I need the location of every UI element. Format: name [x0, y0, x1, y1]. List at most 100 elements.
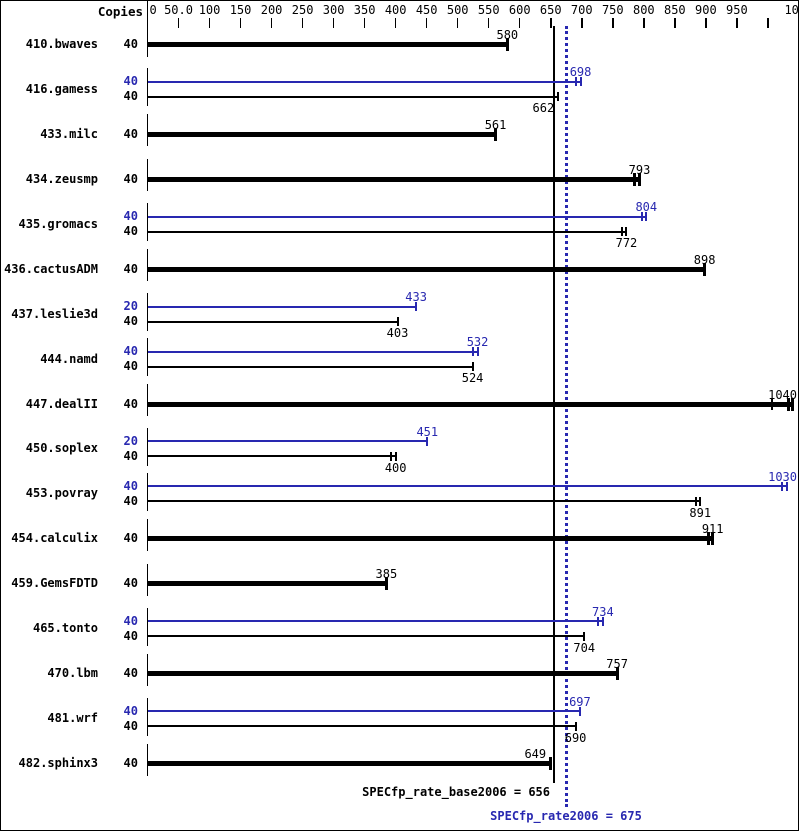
bar-end-cap	[557, 92, 560, 102]
copies-value: 40	[123, 666, 138, 681]
copies-value: 40	[123, 224, 138, 239]
bar-end-cap	[786, 397, 790, 411]
bar-end-cap	[771, 398, 774, 410]
bar-base	[148, 131, 496, 137]
benchmark-label: 454.calculix	[11, 531, 98, 546]
bar-base	[148, 95, 559, 98]
bar-value-label: 403	[386, 326, 409, 341]
row-axis-segment	[146, 653, 148, 686]
axis-tick-label: 350	[353, 3, 376, 17]
row-axis-segment	[146, 68, 148, 107]
bar-end-cap	[574, 721, 577, 731]
benchmark-label: 481.wrf	[47, 711, 98, 726]
axis-tick	[146, 18, 149, 28]
axis-tick-label: 300	[322, 3, 345, 17]
row-axis-segment	[146, 249, 148, 282]
bar-base	[148, 500, 701, 503]
bar-end-cap	[645, 212, 648, 222]
copies-value: 40	[123, 261, 138, 276]
axis-tick	[550, 18, 552, 28]
bar-end-cap	[781, 481, 783, 491]
row-axis-segment	[146, 114, 148, 147]
copies-value: 40	[123, 628, 138, 643]
bar-end-cap	[396, 317, 399, 327]
copies-value: 40	[123, 576, 138, 591]
copies-value: 40	[123, 756, 138, 771]
benchmark-label: 450.soplex	[25, 441, 98, 456]
benchmark-label: 447.dealII	[25, 396, 98, 411]
bar-base	[148, 230, 627, 233]
bar-base	[148, 671, 618, 677]
copies-value: 40	[123, 314, 138, 329]
bar-end-cap	[472, 347, 475, 357]
benchmark-label: 444.namd	[40, 351, 98, 366]
bar-end-cap	[711, 532, 715, 546]
axis-tick	[487, 18, 490, 28]
bar-end-cap	[505, 38, 509, 51]
bar-peak	[148, 710, 580, 713]
bar-base	[148, 42, 508, 47]
axis-tick	[394, 18, 397, 28]
axis-tick	[425, 18, 428, 28]
axis-tick	[270, 18, 273, 28]
bar-base	[148, 455, 396, 458]
bar-end-cap	[384, 577, 388, 591]
axis-tick-label: 950	[726, 3, 748, 17]
row-axis-segment	[146, 563, 148, 596]
row-axis-segment	[146, 607, 148, 646]
copies-value: 40	[123, 718, 138, 733]
bar-base	[148, 365, 473, 368]
row-axis-segment	[146, 293, 148, 332]
bar-end-cap	[579, 77, 582, 87]
axis-tick	[177, 18, 180, 28]
copies-value: 40	[123, 359, 138, 374]
copies-value: 40	[123, 448, 138, 463]
copies-value: 40	[123, 344, 138, 359]
bar-peak	[148, 350, 478, 353]
benchmark-label: 470.lbm	[47, 666, 98, 681]
benchmark-label: 416.gamess	[25, 81, 98, 96]
copies-value: 40	[123, 396, 138, 411]
bar-value-label: 400	[384, 460, 407, 475]
axis-tick	[643, 18, 645, 28]
bar-value-label: 698	[569, 65, 592, 80]
benchmark-label: 465.tonto	[32, 621, 98, 636]
peak-result-label: SPECfp_rate2006 = 675	[490, 809, 642, 823]
bar-end-cap	[620, 227, 623, 237]
bar-value-label: 911	[701, 522, 724, 537]
axis-tick-label: 100	[198, 3, 221, 17]
copies-value: 40	[123, 89, 138, 104]
axis-tick-label: 650	[539, 3, 562, 17]
axis-tick-label: 700	[570, 3, 593, 17]
bar-base	[148, 401, 793, 407]
bar-end-cap	[791, 397, 795, 411]
bar-end-cap	[699, 496, 702, 506]
bar-value-label: 793	[628, 162, 651, 177]
bar-peak	[148, 440, 428, 443]
bar-value-label: 524	[461, 371, 484, 386]
axis-tick-label: 400	[384, 3, 407, 17]
axis-tick	[767, 18, 769, 28]
bar-value-label: 734	[592, 604, 614, 619]
axis-tick	[332, 18, 335, 28]
bar-base	[148, 635, 585, 638]
bar-value-label: 772	[615, 236, 638, 251]
bar-value-label: 1030	[768, 469, 797, 484]
bar-value-label: 891	[689, 505, 712, 520]
bar-end-cap	[640, 212, 643, 222]
axis-tick-label: 50.0	[164, 3, 193, 17]
benchmark-label: 434.zeusmp	[25, 171, 98, 186]
copies-value: 40	[123, 171, 138, 186]
bar-end-cap	[415, 302, 418, 312]
benchmark-label: 453.povray	[25, 486, 98, 501]
axis-tick-label: 550	[477, 3, 500, 17]
copies-value: 40	[123, 74, 138, 89]
axis-tick	[363, 18, 366, 28]
row-axis-segment	[146, 472, 148, 511]
bar-base	[148, 266, 705, 272]
bar-end-cap	[597, 616, 600, 626]
axis-tick	[239, 18, 242, 28]
axis-tick-label: 600	[508, 3, 531, 17]
axis-tick	[736, 18, 738, 28]
